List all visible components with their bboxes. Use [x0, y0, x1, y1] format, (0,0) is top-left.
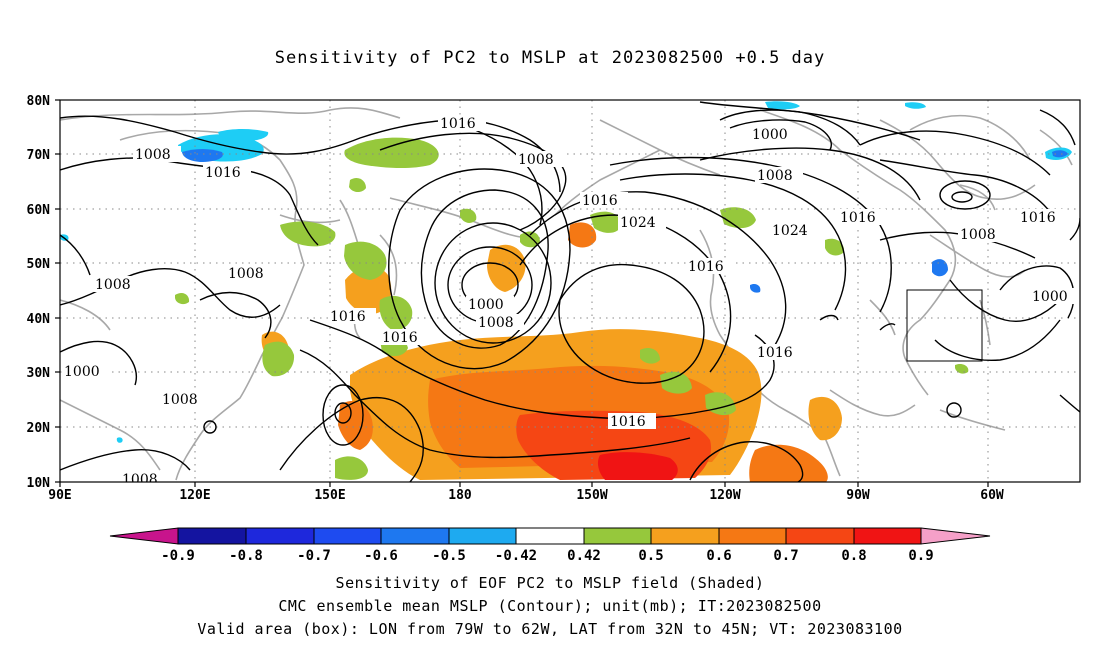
lat-label: 10N [27, 476, 51, 491]
contour-label: 1008 [95, 277, 131, 293]
contour-label: 1016 [582, 193, 618, 209]
map-title: Sensitivity of PC2 to MSLP at 2023082500… [274, 48, 826, 68]
contour-label: 1008 [162, 392, 198, 408]
lat-label: 80N [27, 94, 51, 109]
colorbar-label: 0.7 [773, 548, 798, 564]
contour-label: 1008 [228, 266, 264, 282]
mslp-contours [60, 101, 1080, 482]
footer-line-3: Valid area (box): LON from 79W to 62W, L… [197, 620, 903, 638]
lat-label: 60N [27, 203, 51, 218]
negative-sensitivity-shading [60, 101, 1072, 443]
latitude-labels: 80N 70N 60N 50N 40N 30N 20N 10N [27, 94, 51, 491]
contour-label: 1000 [1032, 289, 1068, 305]
colorbar-pos-end [920, 527, 991, 545]
contour-label: 1016 [440, 116, 476, 132]
lat-label: 30N [27, 366, 51, 381]
lon-label: 90E [48, 488, 71, 500]
colorbar-swatch [448, 527, 517, 545]
contour-label: 1016 [205, 165, 241, 181]
colorbar-label: -0.9 [161, 548, 195, 564]
lon-label: 150E [314, 488, 345, 500]
contour-label: 1008 [122, 472, 158, 488]
colorbar-swatches [109, 527, 991, 545]
colorbar-swatch [785, 527, 855, 545]
colorbar-swatch [650, 527, 720, 545]
contour-label: 1008 [478, 315, 514, 331]
lon-label: 90W [846, 488, 870, 500]
lon-label: 150W [576, 488, 607, 500]
lat-label: 70N [27, 148, 51, 163]
contour-label: 1008 [135, 147, 171, 163]
contour-label: 1008 [518, 152, 554, 168]
lon-label: 120W [709, 488, 740, 500]
colorbar-swatch [718, 527, 787, 545]
colorbar-label: -0.6 [364, 548, 398, 564]
axis-ticks [55, 99, 989, 487]
light-green-shading [175, 137, 969, 480]
colorbar-swatch [245, 527, 315, 545]
contour-labels: 1016 1008 1016 1000 1008 1008 1008 1016 … [62, 115, 1078, 488]
map-frame [59, 99, 1081, 483]
colorbar-label: 0.9 [908, 548, 933, 564]
contour-label: 1016 [757, 345, 793, 361]
footer-line-2: CMC ensemble mean MSLP (Contour); unit(m… [278, 597, 822, 615]
sensitivity-map: 1016 1008 1016 1000 1008 1008 1008 1016 … [27, 94, 1081, 500]
colorbar-swatch [853, 527, 922, 545]
colorbar-label: -0.42 [495, 548, 537, 564]
colorbar-swatch [515, 527, 585, 545]
contour-label: 1000 [64, 364, 100, 380]
colorbar-labels: -0.9 -0.8 -0.7 -0.6 -0.5 -0.42 0.42 0.5 … [161, 548, 934, 564]
colorbar-label: -0.7 [297, 548, 331, 564]
contour-label: 1016 [330, 309, 366, 325]
contour-label: 1008 [757, 168, 793, 184]
contour-label: 1016 [610, 414, 646, 430]
contour-label: 1016 [382, 330, 418, 346]
colorbar-label: 0.8 [841, 548, 866, 564]
lon-label: 120E [179, 488, 210, 500]
lat-label: 20N [27, 421, 51, 436]
colorbar-label: -0.5 [432, 548, 466, 564]
lat-label: 50N [27, 257, 51, 272]
lat-label: 40N [27, 312, 51, 327]
colorbar-label: 0.42 [567, 548, 601, 564]
lon-label: 180 [448, 488, 472, 500]
colorbar-swatch [583, 527, 652, 545]
colorbar-swatch [380, 527, 450, 545]
contour-label: 1000 [752, 127, 788, 143]
colorbar-swatch [313, 527, 382, 545]
colorbar-label: 0.5 [638, 548, 663, 564]
contour-label: 1024 [620, 215, 656, 231]
contour-label: 1024 [772, 223, 808, 239]
footer-line-1: Sensitivity of EOF PC2 to MSLP field (Sh… [335, 574, 765, 592]
contour-label: 1000 [468, 297, 504, 313]
valid-area-box [906, 289, 983, 362]
colorbar-swatch [177, 527, 247, 545]
graticule [60, 100, 1080, 482]
longitude-labels: 90E 120E 150E 180 150W 120W 90W 60W [48, 488, 1004, 500]
lon-label: 60W [980, 488, 1004, 500]
colorbar-label: 0.6 [706, 548, 731, 564]
positive-sensitivity-shading [261, 222, 842, 482]
contour-label: 1016 [840, 210, 876, 226]
contour-label: 1016 [1020, 210, 1056, 226]
contour-label: 1008 [960, 227, 996, 243]
colorbar-neg-end [109, 527, 179, 545]
contour-label: 1016 [688, 259, 724, 275]
colorbar-label: -0.8 [229, 548, 263, 564]
